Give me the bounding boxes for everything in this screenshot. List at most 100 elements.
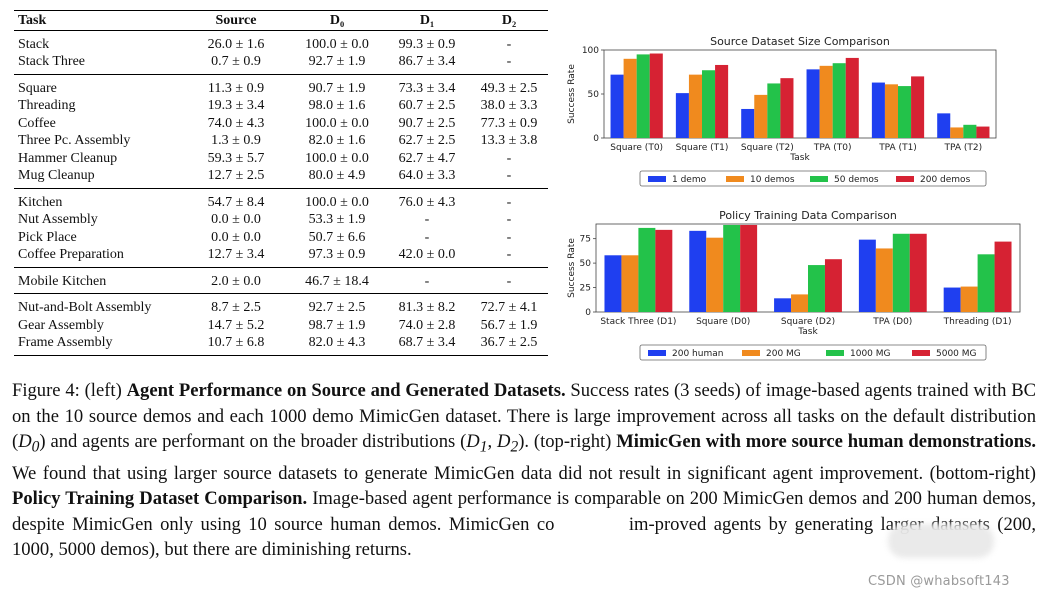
caption-text-2: We found that using larger source datase…	[12, 462, 1036, 484]
col-header-task: Task	[14, 10, 182, 31]
table-row: Nut-and-Bolt Assembly 8.7 ± 2.5 92.7 ± 2.5…	[14, 294, 548, 317]
legend-swatch	[912, 350, 930, 356]
value-cell: 12.7 ± 3.4	[207, 247, 265, 262]
table-row: Kitchen 54.7 ± 8.4 100.0 ± 0.0 76.0 ± 4.3 -	[14, 188, 548, 211]
caption-d2-sub: 2	[510, 438, 519, 456]
x-tick-label: TPA (T1)	[878, 143, 917, 153]
task-name-cell: Mobile Kitchen	[18, 273, 107, 289]
x-axis-label: Task	[797, 327, 818, 337]
legend-label: 200 human	[672, 349, 723, 359]
bar	[898, 86, 912, 138]
bar	[621, 255, 639, 312]
y-axis-label: Success Rate	[567, 238, 577, 298]
legend-swatch	[826, 350, 844, 356]
bar	[884, 84, 898, 138]
legend-swatch	[648, 176, 666, 182]
table-row: Hammer Cleanup 59.3 ± 5.7 100.0 ± 0.0 62.7 …	[14, 150, 548, 168]
task-name-cell: Coffee	[18, 115, 56, 131]
x-tick-label: TPA (D0)	[872, 317, 912, 327]
value-cell: -	[506, 212, 512, 227]
value-cell: 82.0 ± 1.6	[308, 133, 366, 148]
blurred-overlay	[888, 524, 994, 558]
value-cell: 72.7 ± 4.1	[480, 300, 538, 315]
legend-swatch	[810, 176, 828, 182]
value-cell: 60.7 ± 2.5	[398, 98, 456, 113]
bar	[741, 108, 755, 138]
bar	[623, 58, 637, 138]
caption-comma: ,	[487, 431, 497, 453]
value-cell: 49.3 ± 2.5	[480, 80, 538, 96]
value-cell: 62.7 ± 4.7	[398, 150, 456, 166]
col-header-d0: D₀	[290, 10, 384, 31]
value-cell: 42.0 ± 0.0	[398, 247, 456, 262]
bar	[610, 74, 624, 138]
bar	[740, 224, 758, 312]
table-row: Nut Assembly 0.0 ± 0.0 53.3 ± 1.9 - -	[14, 211, 548, 229]
table-group: Square 11.3 ± 0.9 90.7 ± 1.9 73.3 ± 3.4 49.3…	[14, 74, 548, 188]
caption-text-1c: ). (top-right)	[518, 431, 612, 453]
table-header-row: Task Source D₀ D₁ D₂	[14, 10, 548, 31]
value-cell: -	[424, 212, 430, 227]
table-row: Square 11.3 ± 0.9 90.7 ± 1.9 73.3 ± 3.4 49.3…	[14, 74, 548, 97]
value-cell: 99.3 ± 0.9	[398, 36, 456, 52]
value-cell: 74.0 ± 4.3	[207, 115, 265, 131]
x-tick-label: Square (T0)	[610, 143, 663, 153]
bar	[636, 54, 650, 138]
value-cell: 100.0 ± 0.0	[305, 150, 369, 166]
value-cell: 62.7 ± 2.5	[398, 133, 456, 148]
value-cell: -	[506, 229, 512, 245]
x-tick-label: TPA (T0)	[813, 143, 852, 153]
x-axis-label: Task	[789, 153, 810, 163]
table-row: Frame Assembly 10.7 ± 6.8 82.0 ± 4.3 68.7 ±…	[14, 334, 548, 355]
task-name-cell: Stack Three	[18, 54, 85, 69]
value-cell: 73.3 ± 3.4	[398, 80, 456, 96]
value-cell: 36.7 ± 2.5	[480, 335, 538, 350]
value-cell: -	[506, 247, 512, 262]
x-tick-label: Square (T2)	[741, 143, 794, 153]
value-cell: 68.7 ± 3.4	[398, 335, 456, 350]
task-name-cell: Threading	[18, 98, 76, 113]
table-row: Pick Place 0.0 ± 0.0 50.7 ± 6.6 - -	[14, 229, 548, 247]
bar	[675, 93, 689, 138]
bar	[688, 74, 702, 138]
results-table-region: Task Source D₀ D₁ D₂ Stack 26.0 ± 1.6 100.…	[14, 10, 548, 356]
value-cell: 100.0 ± 0.0	[305, 36, 369, 52]
bar	[754, 94, 768, 138]
legend-label: 1000 MG	[850, 349, 891, 359]
results-table: Task Source D₀ D₁ D₂ Stack 26.0 ± 1.6 100.…	[14, 10, 548, 356]
caption-d2: D2	[497, 431, 518, 456]
legend-label: 50 demos	[834, 175, 879, 185]
legend-swatch	[726, 176, 744, 182]
task-name-cell: Three Pc. Assembly	[18, 133, 131, 148]
bar	[806, 69, 820, 138]
y-tick-label: 0	[593, 134, 599, 144]
legend-swatch	[648, 350, 666, 356]
value-cell: -	[506, 36, 512, 52]
bar	[689, 230, 707, 312]
bar	[824, 259, 842, 312]
task-name-cell: Nut Assembly	[18, 212, 98, 227]
value-cell: 59.3 ± 5.7	[207, 150, 265, 166]
legend-swatch	[896, 176, 914, 182]
task-name-cell: Coffee Preparation	[18, 247, 124, 262]
y-tick-label: 0	[585, 308, 591, 318]
legend-label: 200 demos	[920, 175, 971, 185]
task-name-cell: Kitchen	[18, 194, 63, 210]
value-cell: 100.0 ± 0.0	[305, 194, 369, 210]
value-cell: 92.7 ± 1.9	[308, 54, 366, 69]
caption-d0: D0	[18, 431, 39, 456]
bar	[858, 239, 876, 312]
bar	[649, 53, 663, 138]
caption-d0-sub: 0	[31, 438, 40, 456]
bar	[943, 287, 961, 312]
bar	[791, 294, 808, 312]
x-tick-label: Threading (D1)	[943, 317, 1012, 327]
value-cell: 98.7 ± 1.9	[308, 317, 366, 333]
value-cell: -	[424, 273, 430, 289]
table-row: Stack 26.0 ± 1.6 100.0 ± 0.0 99.3 ± 0.9 -	[14, 30, 548, 53]
value-cell: 90.7 ± 1.9	[308, 80, 366, 96]
caption-figure-label: Figure 4: (left)	[12, 380, 122, 401]
bar	[655, 229, 673, 312]
y-tick-label: 75	[580, 235, 591, 245]
caption-text-1a: Success rates (3 seeds) of image-based a…	[12, 380, 1036, 453]
